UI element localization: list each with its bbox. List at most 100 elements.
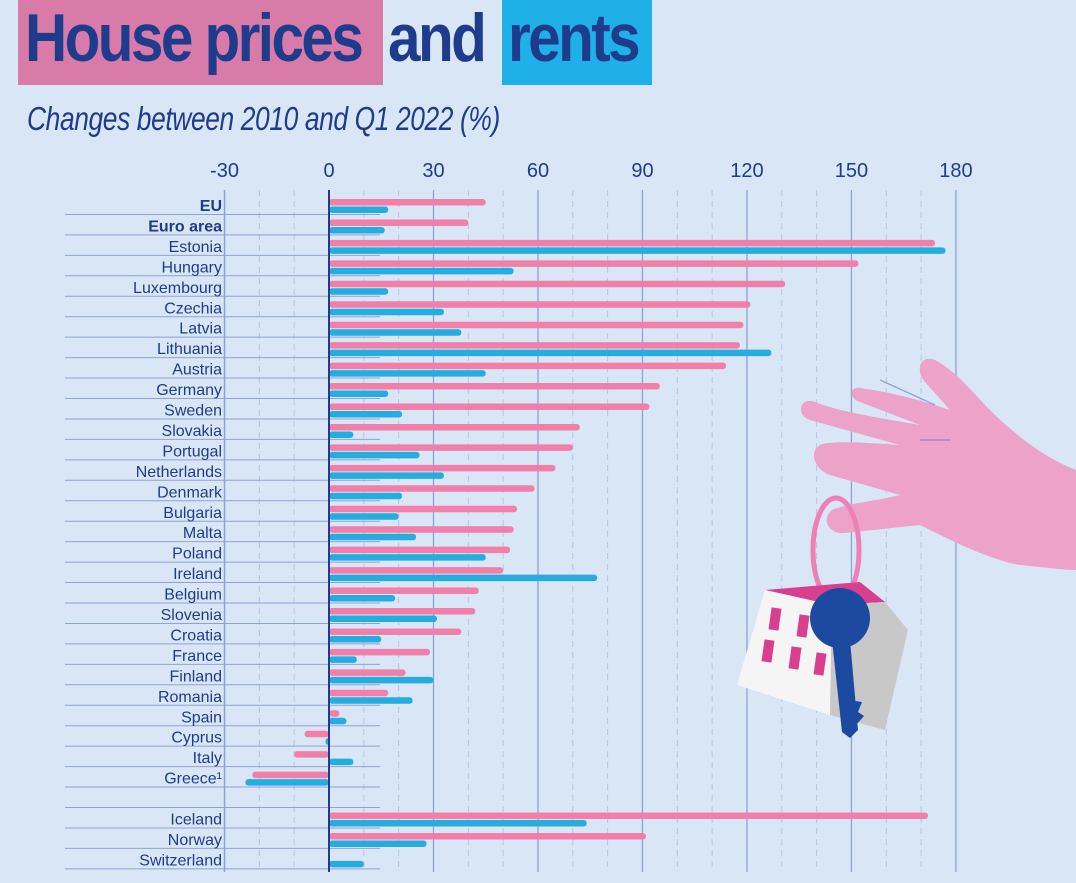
title-highlight-rents: [502, 0, 652, 85]
hand-icon: [800, 358, 1076, 570]
bar-rents: [329, 574, 598, 582]
category-label: EU: [200, 198, 222, 215]
category-label: Latvia: [179, 321, 222, 338]
bars: [245, 199, 946, 868]
bar-rents: [329, 717, 347, 725]
category-label: Croatia: [170, 627, 222, 644]
bar-rents: [329, 329, 462, 336]
bar-house-prices: [329, 587, 479, 595]
bar-rents: [329, 267, 514, 275]
category-label: Germany: [156, 382, 222, 399]
category-label: Iceland: [170, 812, 222, 829]
category-label: Slovenia: [161, 607, 222, 624]
bar-house-prices: [329, 403, 650, 410]
bar-rents: [329, 513, 399, 520]
x-tick-label: 0: [323, 160, 334, 182]
category-label: Hungary: [162, 259, 222, 276]
bar-house-prices: [329, 301, 751, 308]
bar-rents: [329, 615, 437, 622]
x-tick-label: 90: [631, 160, 653, 182]
x-tick-label: 30: [422, 160, 444, 182]
bar-rents: [329, 656, 357, 663]
bar-rents: [329, 840, 427, 847]
bar-rents: [329, 247, 946, 254]
row-separators: [65, 213, 380, 870]
bar-house-prices: [329, 342, 740, 349]
bar-rents: [329, 206, 389, 213]
category-label: Portugal: [162, 443, 222, 460]
bar-house-prices: [329, 280, 786, 288]
title-rents: rents: [508, 0, 641, 76]
bar-rents: [245, 779, 329, 786]
bar-rents: [329, 595, 396, 602]
category-label: Malta: [183, 525, 222, 542]
category-label: Austria: [172, 362, 222, 379]
category-label: Denmark: [157, 484, 223, 501]
bar-house-prices: [329, 546, 511, 554]
category-label: Poland: [172, 546, 222, 563]
bar-rents: [329, 860, 364, 868]
category-label: Norway: [168, 832, 222, 849]
category-label: Romania: [158, 689, 222, 706]
category-label: Euro area: [148, 218, 222, 235]
bar-rents: [329, 676, 434, 684]
bar-house-prices: [329, 669, 406, 676]
bar-rents: [329, 308, 444, 316]
hand-key-illustration: [737, 358, 1076, 738]
x-tick-label: 180: [939, 160, 972, 182]
category-label: Slovakia: [162, 423, 223, 440]
bar-rents: [329, 492, 403, 500]
bar-house-prices: [329, 710, 340, 717]
bar-rents: [329, 411, 403, 418]
bar-house-prices: [329, 199, 486, 206]
bar-house-prices: [252, 771, 329, 779]
bar-rents: [329, 635, 382, 643]
bar-house-prices: [329, 832, 646, 840]
bar-rents: [329, 370, 486, 377]
bar-rents: [329, 390, 389, 398]
title-highlight-house-prices: [18, 0, 383, 85]
category-label: Greece¹: [164, 771, 222, 788]
category-label: Czechia: [164, 300, 222, 317]
bar-house-prices: [329, 444, 573, 451]
bar-rents: [329, 820, 587, 827]
category-label: Spain: [181, 709, 222, 726]
category-label: Netherlands: [136, 464, 222, 481]
category-labels: EU Euro area Estonia Hungary Luxembourg Czech…: [133, 198, 223, 869]
category-label: Sweden: [164, 403, 222, 420]
bar-rents: [329, 554, 486, 561]
x-tick-label: 60: [527, 160, 549, 182]
key-icon: [810, 588, 870, 738]
category-label: France: [172, 648, 222, 665]
category-label: Lithuania: [157, 341, 222, 358]
bar-house-prices: [329, 505, 518, 513]
bar-rents: [329, 472, 444, 479]
bar-house-prices: [329, 464, 556, 472]
category-label: Estonia: [169, 239, 222, 256]
bar-rents: [329, 226, 385, 234]
bar-house-prices: [329, 321, 744, 329]
x-axis-ticks: -30 0 30 60 90 120 150 180: [210, 160, 973, 182]
category-label: Finland: [170, 668, 222, 685]
bar-house-prices: [329, 383, 660, 390]
chart-subtitle: Changes between 2010 and Q1 2022 (%): [27, 100, 500, 137]
bar-house-prices: [329, 260, 859, 267]
bar-rents: [329, 451, 420, 459]
category-label: Ireland: [173, 566, 222, 583]
bar-rents: [329, 533, 417, 541]
bar-house-prices: [294, 751, 329, 758]
bar-house-prices: [329, 689, 389, 697]
bar-rents: [329, 697, 413, 704]
bar-house-prices: [329, 812, 929, 819]
bar-house-prices: [329, 567, 504, 574]
bar-rents: [329, 431, 354, 438]
category-label: Cyprus: [171, 730, 222, 747]
bar-rents: [329, 288, 389, 295]
category-label: Belgium: [164, 587, 222, 604]
category-label: Switzerland: [139, 852, 222, 869]
bar-rents: [329, 758, 354, 766]
category-label: Luxembourg: [133, 280, 222, 297]
category-label: Bulgaria: [163, 505, 222, 522]
bar-house-prices: [329, 219, 469, 226]
title-house-prices: House prices: [25, 0, 364, 76]
